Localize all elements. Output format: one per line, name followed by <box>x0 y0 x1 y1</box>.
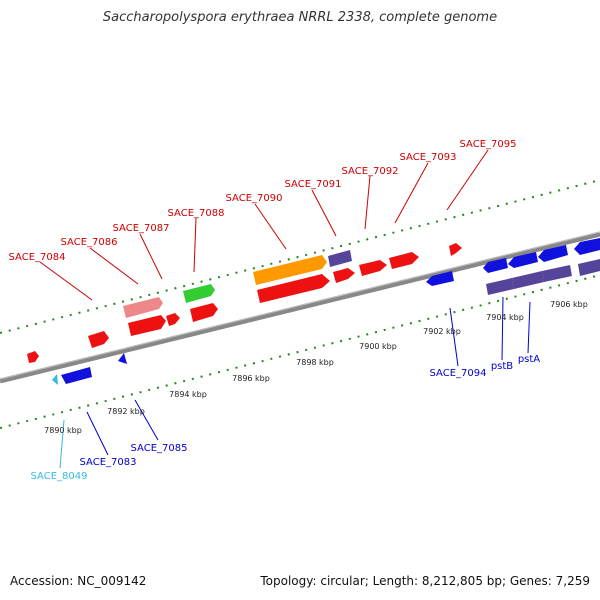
forward-gene-labels: SACE_7084 SACE_7086 SACE_7087 SACE_7088 … <box>9 139 517 263</box>
scale-label: 7890 kbp <box>44 426 82 435</box>
gene-forward[interactable] <box>123 297 163 318</box>
scale-label: 7898 kbp <box>296 358 334 367</box>
gene-label-sace-7095[interactable]: SACE_7095 <box>460 139 517 150</box>
gene-reverse[interactable] <box>508 252 538 268</box>
gene-reverse[interactable] <box>52 374 58 385</box>
gene-label-psta[interactable]: pstA <box>518 354 540 365</box>
gene-reverse[interactable] <box>538 245 568 262</box>
gene-label-sace-8049[interactable]: SACE_8049 <box>31 471 88 482</box>
scale-label: 7902 kbp <box>423 327 461 336</box>
map-title: Saccharopolyspora erythraea NRRL 2338, c… <box>102 10 498 25</box>
scale-label: 7900 kbp <box>359 342 397 351</box>
gene-forward[interactable] <box>257 274 330 303</box>
forward-genes[interactable] <box>27 243 462 363</box>
scale-label: 7896 kbp <box>232 374 270 383</box>
gene-label-sace-7091[interactable]: SACE_7091 <box>285 179 342 190</box>
gene-reverse[interactable] <box>483 258 508 273</box>
gene-reverse[interactable] <box>328 250 352 267</box>
scale-label: 7906 kbp <box>550 300 588 309</box>
gene-label-sace-7083[interactable]: SACE_7083 <box>80 457 137 468</box>
gene-forward[interactable] <box>166 313 180 326</box>
gene-label-sace-7084[interactable]: SACE_7084 <box>9 252 66 263</box>
gene-forward[interactable] <box>88 331 109 348</box>
scale-label: 7894 kbp <box>169 390 207 399</box>
gene-label-sace-7088[interactable]: SACE_7088 <box>168 208 225 219</box>
gene-label-sace-7092[interactable]: SACE_7092 <box>342 166 399 177</box>
gene-forward[interactable] <box>183 284 215 303</box>
gene-forward[interactable] <box>449 243 462 256</box>
forward-leader-lines <box>39 149 489 301</box>
gene-label-sace-7085[interactable]: SACE_7085 <box>131 443 188 454</box>
gene-reverse[interactable] <box>512 271 544 289</box>
accession-text: Accession: NC_009142 <box>10 574 147 588</box>
gene-label-sace-7094[interactable]: SACE_7094 <box>430 368 487 379</box>
gene-reverse[interactable] <box>426 271 454 286</box>
gene-reverse[interactable] <box>542 265 572 282</box>
reverse-genes[interactable] <box>52 238 600 385</box>
gene-forward[interactable] <box>389 252 419 269</box>
scale-label: 7904 kbp <box>486 313 524 322</box>
reverse-gene-labels: SACE_8049 SACE_7083 SACE_7085 SACE_7094 … <box>31 354 541 482</box>
gene-forward[interactable] <box>190 303 218 322</box>
gene-reverse[interactable] <box>578 259 600 276</box>
genome-summary-text: Topology: circular; Length: 8,212,805 bp… <box>260 574 590 588</box>
reverse-leader-lines <box>59 296 531 469</box>
gene-forward[interactable] <box>27 351 39 363</box>
tick-tracks <box>0 179 600 429</box>
gene-label-sace-7086[interactable]: SACE_7086 <box>61 237 118 248</box>
gene-reverse[interactable] <box>118 353 127 364</box>
genome-backbone <box>0 231 600 384</box>
gene-label-sace-7087[interactable]: SACE_7087 <box>113 223 170 234</box>
gene-reverse[interactable] <box>486 278 514 295</box>
gene-reverse[interactable] <box>61 367 92 384</box>
gene-forward[interactable] <box>333 268 355 283</box>
gene-label-pstb[interactable]: pstB <box>491 361 513 372</box>
gene-reverse[interactable] <box>574 238 600 255</box>
gene-label-sace-7090[interactable]: SACE_7090 <box>226 193 283 204</box>
gene-label-sace-7093[interactable]: SACE_7093 <box>400 152 457 163</box>
scale-label: 7892 kbp <box>107 407 145 416</box>
gene-forward[interactable] <box>128 315 166 336</box>
scale-labels: 7890 kbp 7892 kbp 7894 kbp 7896 kbp 7898… <box>44 300 588 435</box>
gene-forward[interactable] <box>253 255 327 285</box>
gene-forward[interactable] <box>359 260 387 276</box>
